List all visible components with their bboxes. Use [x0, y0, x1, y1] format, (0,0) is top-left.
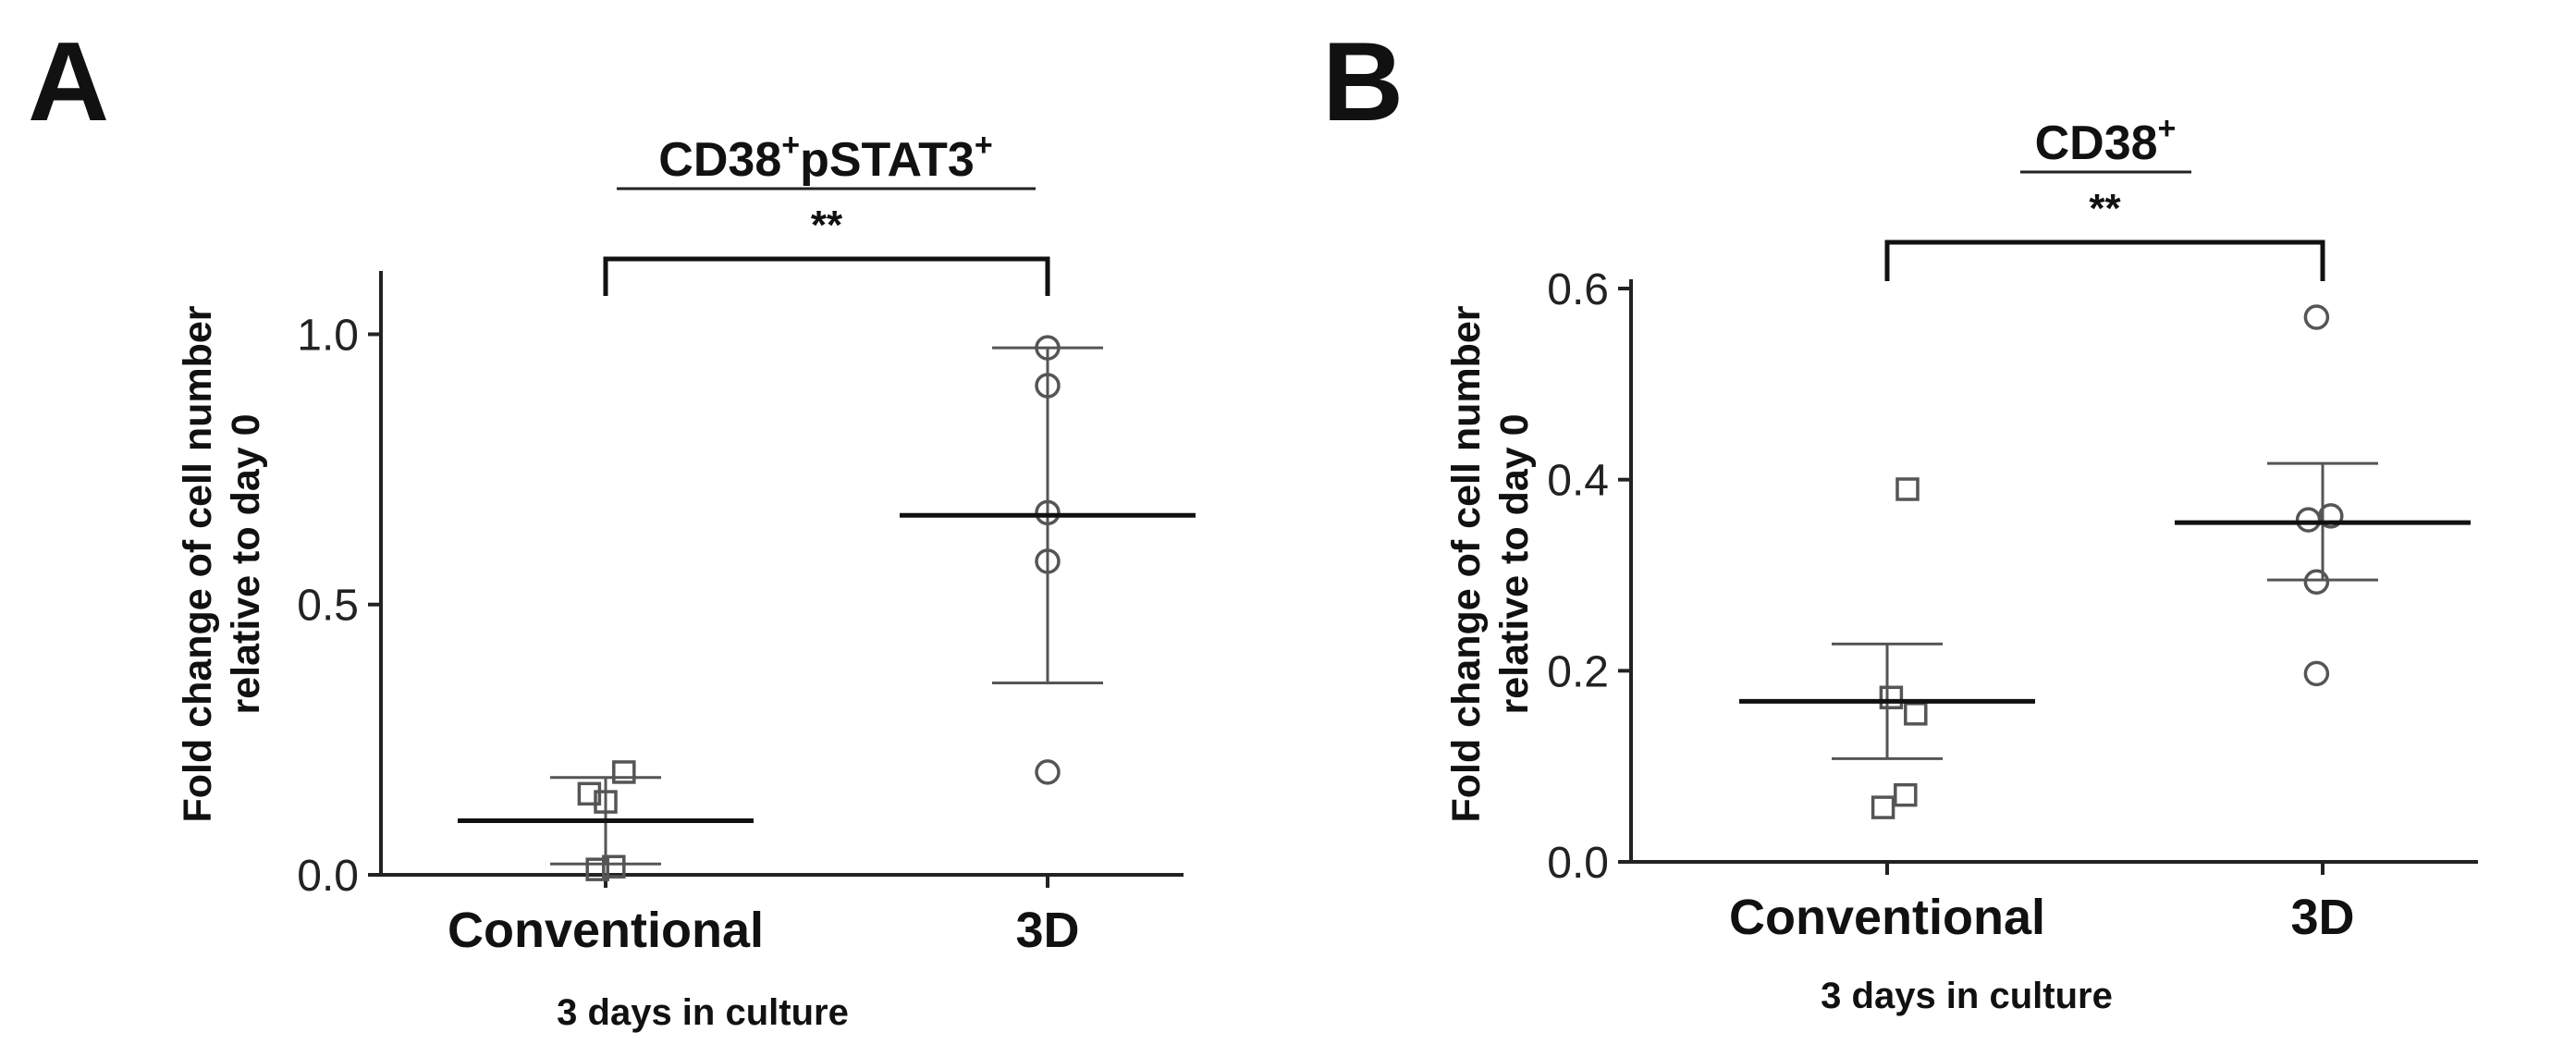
- data-point-square: [612, 760, 636, 784]
- panel-letter: A: [28, 18, 109, 144]
- panel-a: A CD38+pSTAT3+ ** 0.0 0.5 1.0 Conventional 3D 3 …: [28, 18, 1196, 1033]
- significance-label: **: [2089, 186, 2121, 231]
- x-axis-label: 3 days in culture: [557, 992, 849, 1033]
- data-point-square: [594, 790, 618, 814]
- data-point-square: [1871, 795, 1895, 819]
- data-point-circle: [2295, 507, 2322, 533]
- data-point-square: [1879, 685, 1904, 710]
- y-tick-label: 0.5: [297, 582, 359, 631]
- data-point-square: [1904, 702, 1928, 726]
- y-tick-label: 0.2: [1547, 647, 1609, 696]
- panel-b: B CD38+ ** 0.0 0.2 0.4 0.6 Conventional 3D 3 days…: [1322, 18, 2478, 1016]
- y-axis-label: Fold change of cell numberrelative to da…: [1444, 305, 1537, 822]
- x-tick-label: 3D: [2290, 890, 2354, 945]
- significance-bracket: [1884, 240, 2325, 281]
- data-point-circle: [1035, 759, 1061, 785]
- data-point-circle: [2318, 503, 2344, 529]
- x-axis-label: 3 days in culture: [1821, 976, 2113, 1016]
- data-point-circle: [2303, 304, 2330, 330]
- y-tick-label: 0.0: [297, 852, 359, 901]
- data-point-square: [585, 857, 609, 881]
- chart-title: CD38+pSTAT3+: [658, 128, 992, 187]
- significance-bracket: [603, 256, 1050, 296]
- data-point-circle: [1035, 373, 1061, 399]
- y-tick-label: 0.4: [1547, 457, 1609, 506]
- data-point-circle: [2303, 569, 2330, 595]
- data-point-square: [1895, 477, 1920, 501]
- data-point-circle: [2303, 660, 2330, 687]
- significance-label: **: [811, 203, 843, 248]
- y-tick-label: 1.0: [297, 311, 359, 360]
- data-point-circle: [1035, 335, 1061, 361]
- data-point-circle: [1035, 499, 1061, 526]
- data-point-circle: [1035, 548, 1061, 574]
- data-point-square: [602, 854, 626, 879]
- x-tick-label: Conventional: [448, 903, 764, 958]
- x-tick-label: 3D: [1015, 903, 1079, 958]
- panel-letter: B: [1322, 18, 1404, 144]
- y-tick-label: 0.0: [1547, 839, 1609, 888]
- chart-title: CD38+: [2035, 111, 2177, 170]
- y-axis-label: Fold change of cell numberrelative to da…: [176, 305, 268, 822]
- y-tick-label: 0.6: [1547, 265, 1609, 314]
- x-tick-label: Conventional: [1729, 890, 2045, 945]
- data-point-square: [1894, 782, 1918, 807]
- data-point-square: [577, 781, 602, 806]
